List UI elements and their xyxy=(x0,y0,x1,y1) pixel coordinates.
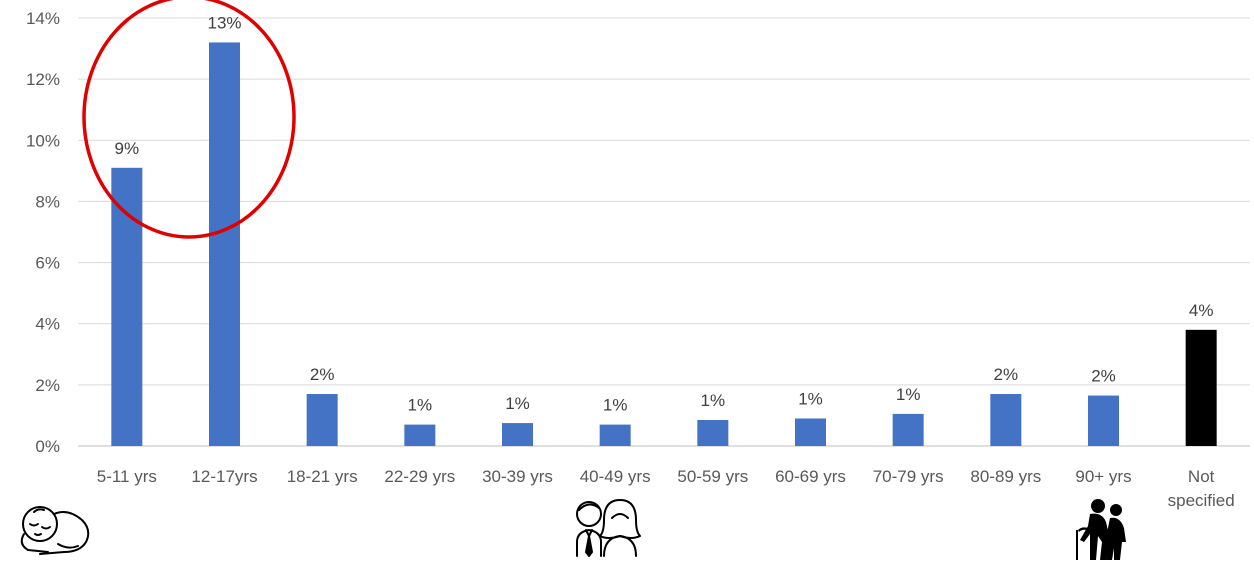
sleeping-baby-icon xyxy=(20,506,90,555)
x-axis-categories: 5-11 yrs 12-17yrs 18-21 yrs 22-29 yrs 30-39 … xyxy=(97,467,1235,510)
bar xyxy=(1088,395,1119,446)
category-label: 22-29 yrs xyxy=(384,467,455,486)
data-label: 1% xyxy=(603,396,628,415)
data-label: 4% xyxy=(1189,301,1214,320)
highlight-ellipse xyxy=(82,0,296,239)
data-label: 1% xyxy=(505,394,530,413)
category-label: 30-39 yrs xyxy=(482,467,553,486)
bar xyxy=(111,167,143,447)
bar xyxy=(697,420,729,446)
bar xyxy=(892,413,924,446)
category-label: 70-79 yrs xyxy=(873,467,944,486)
y-tick-label: 2% xyxy=(35,376,60,395)
category-label: 40-49 yrs xyxy=(580,467,651,486)
data-label: 1% xyxy=(798,389,823,408)
y-tick-label: 6% xyxy=(35,254,60,273)
bar xyxy=(1185,329,1217,446)
bar xyxy=(990,394,1022,446)
data-label: 13% xyxy=(207,13,241,32)
data-label: 2% xyxy=(310,365,335,384)
category-label: 90+ yrs xyxy=(1075,467,1131,486)
bar xyxy=(795,418,826,446)
bar xyxy=(306,394,338,446)
elderly-couple-icon xyxy=(1076,499,1126,560)
y-tick-label: 10% xyxy=(26,131,60,150)
adult-couple-icon xyxy=(576,499,641,557)
data-labels: 9% 13% 2% 1% 1% 1% 1% 1% 1% 2% 2% 4% xyxy=(115,13,1214,414)
gridlines xyxy=(78,17,1250,447)
y-axis-ticks: 0% 2% 4% 6% 8% 10% 12% 14% xyxy=(26,9,60,456)
category-label: 18-21 yrs xyxy=(287,467,358,486)
data-label: 1% xyxy=(408,396,433,415)
bar xyxy=(599,424,631,446)
category-label: 80-89 yrs xyxy=(970,467,1041,486)
category-label: 60-69 yrs xyxy=(775,467,846,486)
bar xyxy=(209,42,240,446)
y-tick-label: 8% xyxy=(35,192,60,211)
data-label: 2% xyxy=(994,365,1019,384)
category-label: 5-11 yrs xyxy=(97,467,157,486)
data-label: 9% xyxy=(115,139,140,158)
bar xyxy=(502,423,533,446)
y-tick-label: 14% xyxy=(26,9,60,28)
data-label: 1% xyxy=(701,391,726,410)
category-label: Not specified xyxy=(1168,467,1235,510)
y-tick-label: 4% xyxy=(35,315,60,334)
data-label: 2% xyxy=(1091,367,1116,386)
category-label: 12-17yrs xyxy=(191,467,257,486)
bar xyxy=(404,424,436,446)
y-tick-label: 12% xyxy=(26,70,60,89)
bars xyxy=(111,42,1217,447)
category-label: 50-59 yrs xyxy=(677,467,748,486)
data-label: 1% xyxy=(896,385,921,404)
y-tick-label: 0% xyxy=(35,437,60,456)
